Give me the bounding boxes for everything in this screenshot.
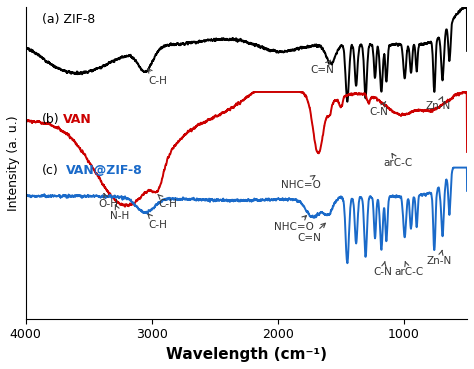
Text: C-H: C-H <box>148 69 167 86</box>
Text: arC-C: arC-C <box>383 154 412 168</box>
Text: Zn-N: Zn-N <box>427 250 452 266</box>
Text: Zn-N: Zn-N <box>425 97 451 111</box>
Text: C-N: C-N <box>373 262 392 277</box>
Text: C-H: C-H <box>158 194 177 209</box>
Text: (c): (c) <box>42 164 59 177</box>
Text: N-H: N-H <box>110 205 130 221</box>
Text: C-N: C-N <box>369 101 388 117</box>
Text: (b): (b) <box>42 113 60 126</box>
Text: C=N: C=N <box>297 223 325 243</box>
Text: arC-C: arC-C <box>394 262 424 277</box>
Text: (a) ZIF-8: (a) ZIF-8 <box>42 13 95 26</box>
X-axis label: Wavelength (cm⁻¹): Wavelength (cm⁻¹) <box>166 347 327 362</box>
Y-axis label: Intensity (a. u.): Intensity (a. u.) <box>7 115 20 211</box>
Text: NHC=O: NHC=O <box>274 215 314 232</box>
Text: NHC=O: NHC=O <box>281 176 320 190</box>
Text: C=N: C=N <box>310 60 334 75</box>
Text: VAN@ZIF-8: VAN@ZIF-8 <box>66 164 143 177</box>
Text: VAN: VAN <box>64 113 92 126</box>
Text: C-H: C-H <box>148 214 167 230</box>
Text: O-H: O-H <box>99 194 119 209</box>
